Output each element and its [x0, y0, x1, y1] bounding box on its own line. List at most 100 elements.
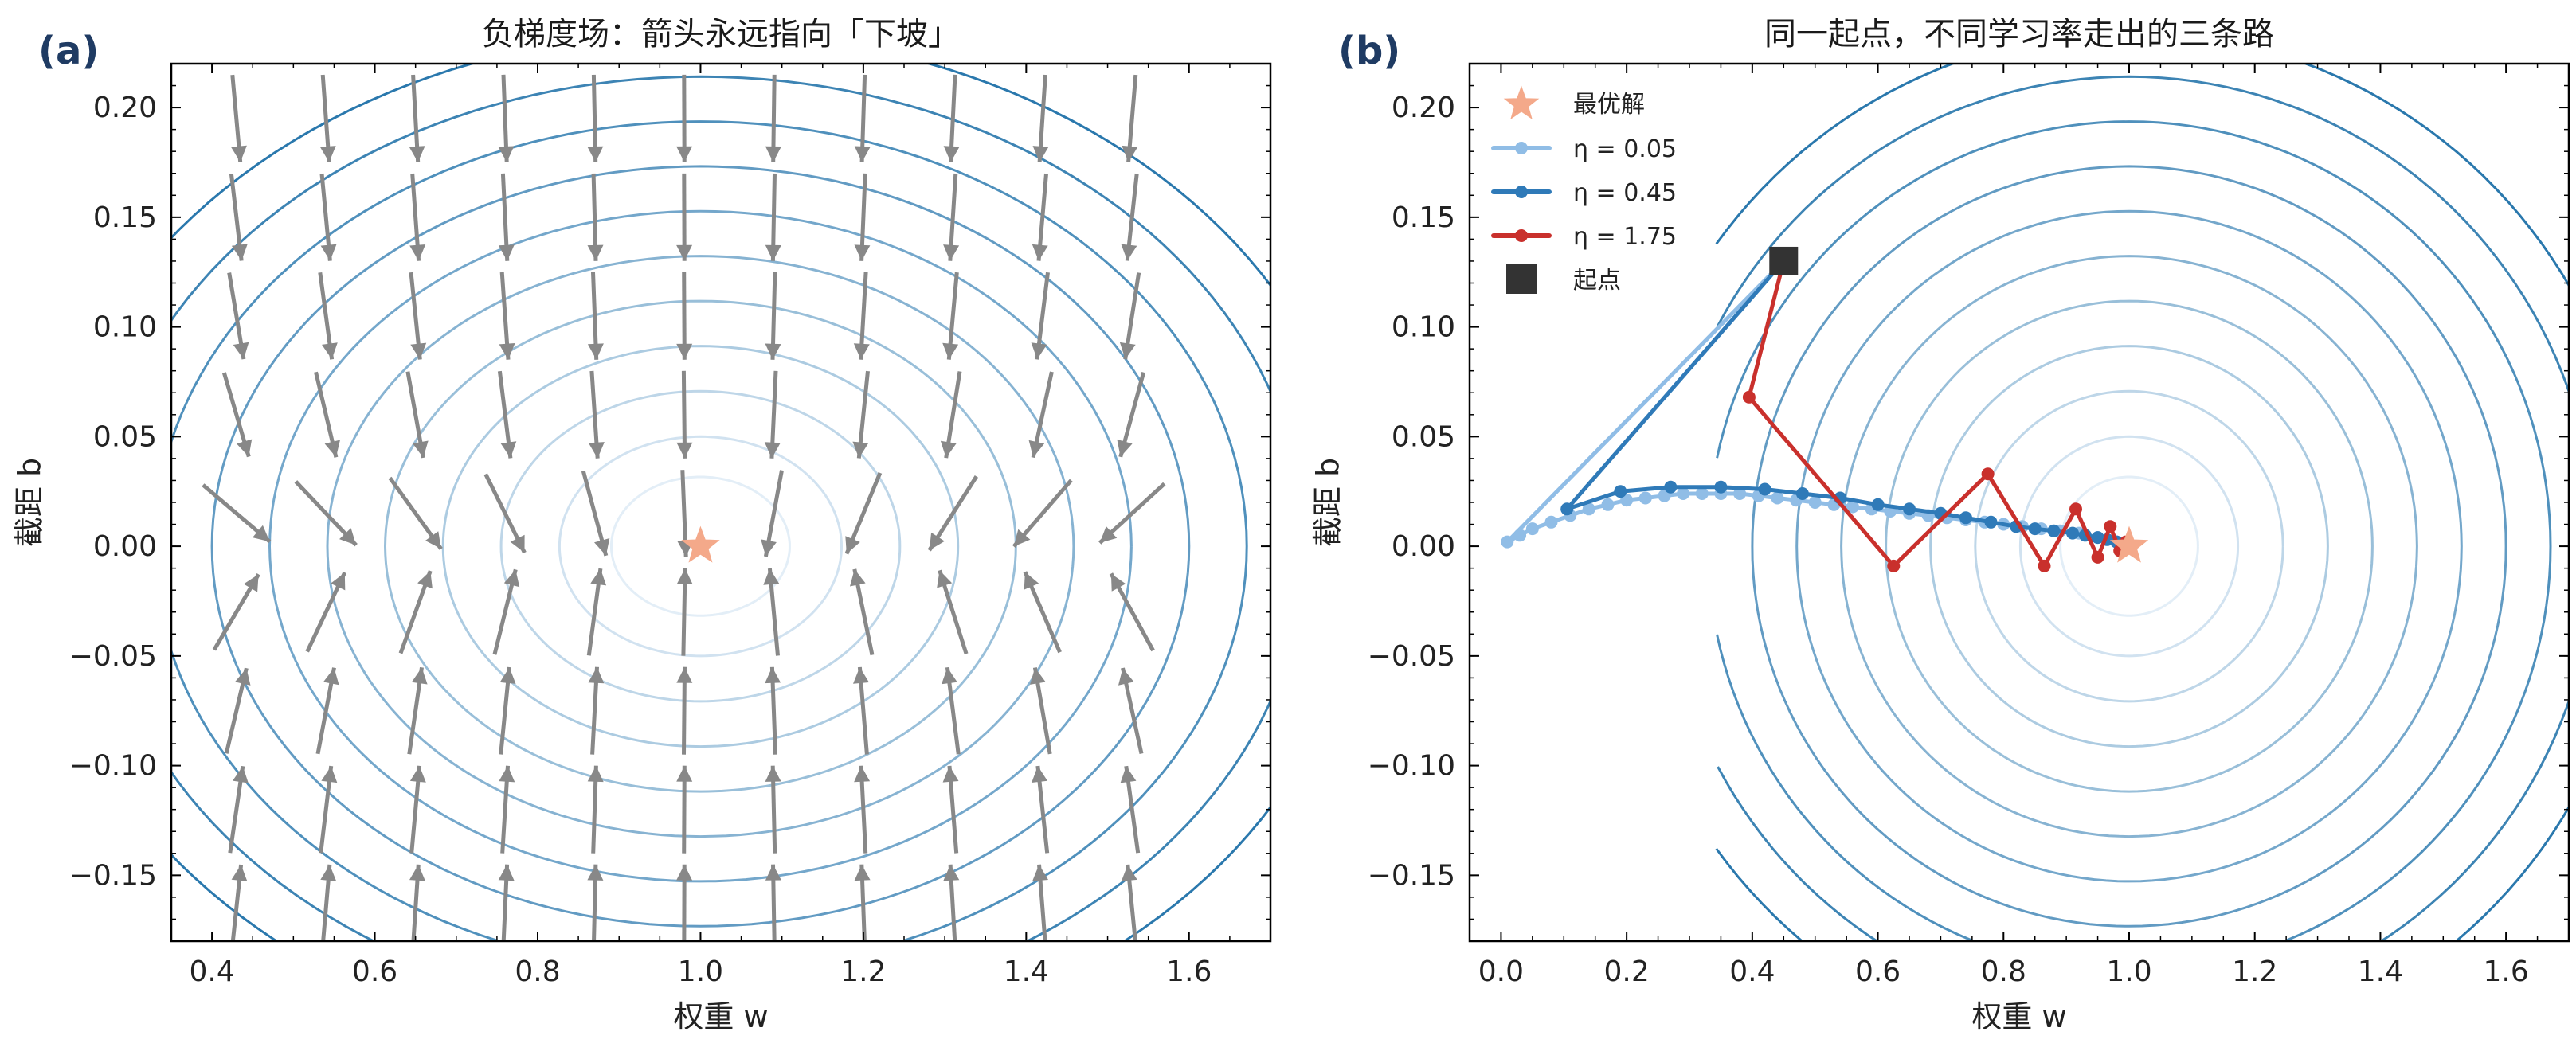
quiver-arrow-head: [587, 864, 604, 881]
quiver-arrow-head: [676, 568, 693, 584]
series-0-point: [1846, 500, 1859, 514]
quiver-arrow-head: [763, 568, 780, 585]
quiver-arrow: [224, 667, 251, 754]
start-marker-square: [1769, 246, 1799, 275]
x-tick-label: 0.2: [1604, 955, 1650, 988]
series-0-point: [1808, 496, 1822, 509]
quiver-arrow-head: [409, 146, 425, 162]
panel-b-title: 同一起点，不同学习率走出的三条路: [1764, 16, 2274, 53]
series-0-point: [1771, 491, 1784, 505]
panel-b: (b) 同一起点，不同学习率走出的三条路 0.0 0.2 0.4 0.6 0.8 1.0 1…: [1310, 16, 2570, 1034]
optimum-star: [2109, 525, 2149, 563]
quiver-arrow-head: [588, 666, 605, 684]
panel-a-letter: (a): [38, 29, 99, 73]
quiver-arrow-head: [845, 536, 860, 554]
panel-b-contours: [1715, 64, 2569, 941]
y-tick-label: 0.15: [1392, 201, 1455, 234]
quiver-arrow-head: [510, 534, 525, 553]
quiver-arrow-head: [321, 766, 338, 783]
quiver-arrow: [320, 864, 337, 941]
panel-b-optimum-marker: [2109, 525, 2149, 563]
quiver-arrow-head: [498, 864, 515, 881]
quiver-arrow: [854, 74, 871, 162]
quiver-arrow: [1098, 482, 1166, 545]
series-1-point: [1664, 480, 1678, 494]
series-0-point: [1695, 487, 1709, 500]
optimum-star: [681, 525, 720, 563]
quiver-arrow: [765, 74, 781, 162]
quiver-arrow-head: [587, 765, 604, 783]
quiver-arrow: [388, 476, 443, 550]
quiver-arrow-head: [320, 864, 337, 881]
quiver-arrow-head: [331, 572, 346, 591]
contour-level-10: [1715, 64, 2569, 941]
quiver-arrow-head: [852, 441, 869, 459]
legend-series-2-dot: [1515, 229, 1528, 242]
contour-level-2: [1974, 389, 2284, 703]
quiver-arrow: [581, 470, 610, 557]
quiver-arrow: [409, 765, 426, 854]
quiver-arrow-head: [1032, 864, 1048, 881]
panel-a-xlabel: 权重 w: [673, 999, 768, 1034]
quiver-arrow-head: [594, 538, 610, 556]
quiver-arrow-head: [765, 343, 781, 360]
quiver-arrow: [1028, 371, 1054, 459]
quiver-arrow-head: [498, 244, 515, 261]
quiver-arrow-head: [413, 440, 429, 458]
panel-b-series: [1501, 260, 2133, 572]
quiver-arrow-head: [676, 343, 693, 360]
quiver-arrow: [498, 173, 515, 261]
quiver-arrow-head: [943, 244, 960, 261]
quiver-arrow: [227, 272, 249, 360]
quiver-arrow-head: [322, 342, 338, 360]
series-1-point: [1758, 482, 1771, 496]
quiver-arrow: [230, 864, 248, 941]
panel-a-frame: [170, 62, 1272, 943]
quiver-arrow-head: [853, 343, 870, 360]
quiver-arrow: [942, 765, 959, 854]
quiver-arrow: [294, 480, 358, 547]
legend-optimum-star: [1503, 85, 1540, 119]
series-2-point: [1981, 467, 1995, 481]
quiver-arrow-head: [942, 765, 959, 783]
quiver-arrow-head: [324, 440, 340, 458]
quiver-arrow: [1118, 667, 1144, 755]
quiver-arrow: [499, 666, 516, 755]
y-tick-label: −0.05: [69, 640, 157, 673]
x-tick-label: 1.0: [2106, 955, 2151, 988]
quiver-arrow: [1120, 765, 1141, 854]
quiver-arrow: [1030, 667, 1052, 755]
quiver-arrow: [319, 765, 338, 854]
contour-level-1: [2018, 435, 2240, 658]
quiver-arrow-head: [1030, 667, 1046, 685]
series-1-point: [1714, 480, 1728, 494]
quiver-arrow: [1122, 74, 1138, 162]
quiver-arrow-head: [231, 865, 248, 881]
quiver-arrow-head: [676, 765, 693, 782]
quiver-arrow-head: [409, 864, 425, 881]
x-tick-label: 0.6: [352, 955, 397, 988]
quiver-arrow-head: [943, 146, 960, 162]
quiver-arrow-head: [233, 342, 249, 360]
quiver-arrow-head: [590, 568, 607, 586]
series-0-point: [1677, 487, 1690, 500]
quiver-arrow: [319, 173, 337, 261]
legend-optimum-label: 最优解: [1573, 91, 1645, 119]
quiver-arrow-head: [942, 667, 957, 685]
quiver-arrow: [212, 573, 260, 651]
quiver-arrow: [854, 864, 871, 941]
contour-level-9: [1717, 75, 2569, 941]
x-tick-label: 0.6: [1855, 955, 1901, 988]
quiver-arrow: [1109, 572, 1155, 652]
quiver-arrow-head: [500, 441, 517, 459]
contour-level-5: [1840, 255, 2418, 838]
quiver-arrow: [405, 371, 429, 459]
quiver-arrow: [1032, 765, 1050, 854]
quiver-arrow: [850, 568, 875, 656]
y-tick-label: −0.10: [1368, 750, 1455, 783]
quiver-arrow: [228, 765, 249, 854]
quiver-arrow-head: [587, 343, 604, 360]
y-tick-label: −0.15: [69, 859, 157, 892]
quiver-arrow-head: [765, 146, 781, 162]
quiver-arrow: [765, 666, 781, 755]
